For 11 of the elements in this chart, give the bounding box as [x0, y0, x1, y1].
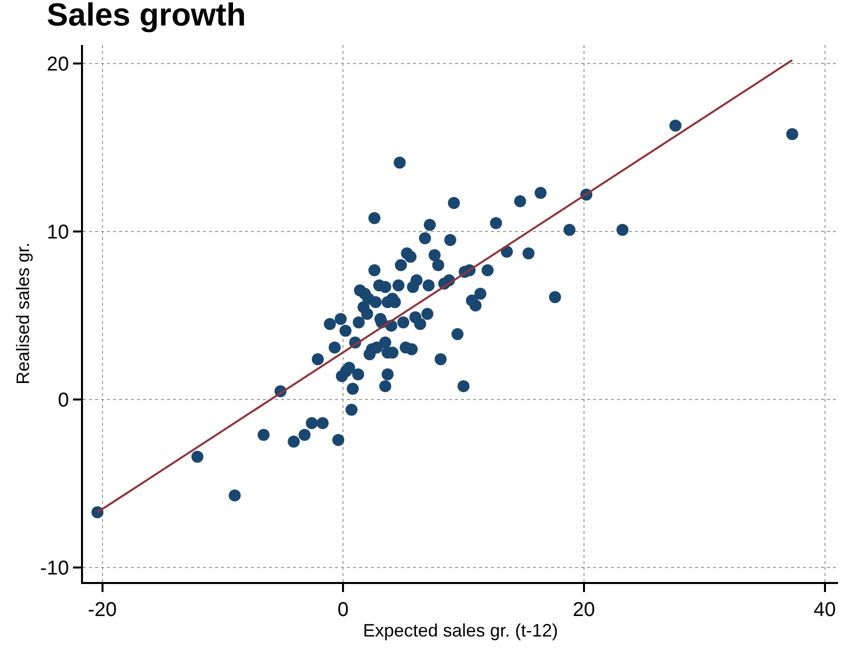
x-tick-label: -20 — [88, 599, 117, 621]
y-tick-label: 20 — [46, 53, 69, 76]
x-tick-label: 20 — [572, 599, 596, 621]
y-tick-label: 10 — [46, 222, 69, 244]
y-axis-title: Realised sales gr. — [12, 242, 33, 385]
x-tick-label: 40 — [814, 599, 836, 621]
y-tick-label: 0 — [58, 390, 69, 412]
y-tick-label: -10 — [40, 558, 69, 580]
x-tick-label: 0 — [338, 599, 349, 621]
x-axis-title: Expected sales gr. (t-12) — [362, 620, 558, 641]
chart-title: Sales growth — [46, 0, 246, 33]
